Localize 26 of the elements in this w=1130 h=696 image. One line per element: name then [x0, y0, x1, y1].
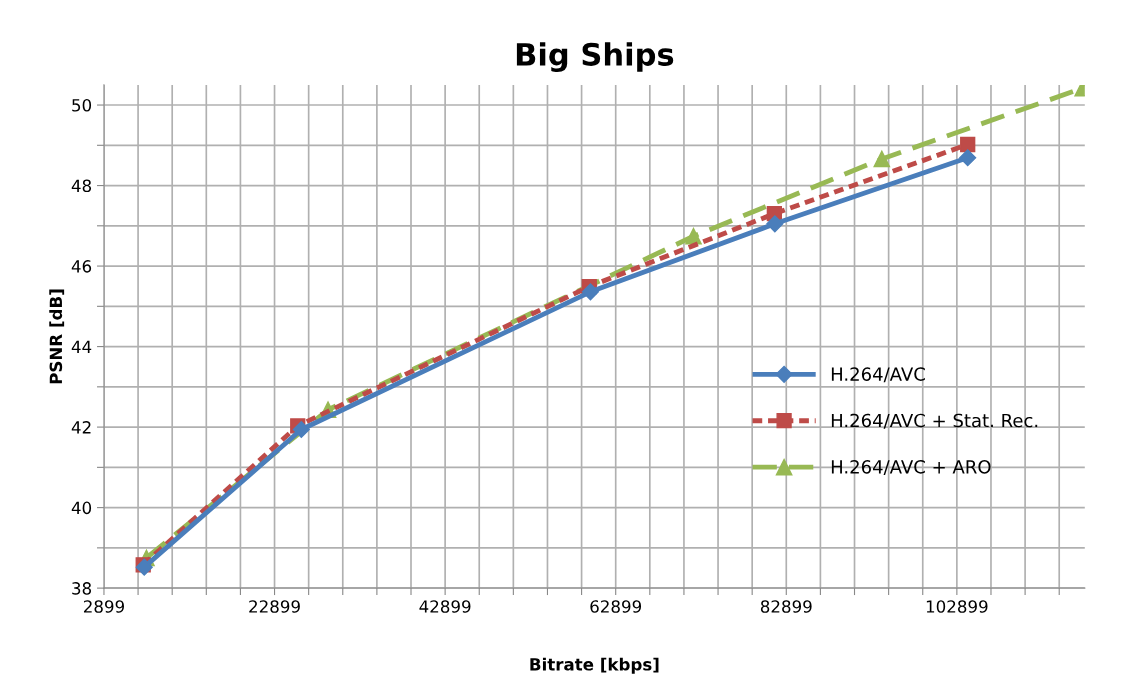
- y-tick-label: 38: [72, 582, 92, 595]
- point: [960, 136, 976, 153]
- x-axis-title: Bitrate [kbps]: [530, 657, 659, 674]
- x-tick-label: 82899: [760, 600, 812, 613]
- y-axis-title: PSNR [dB]: [49, 289, 65, 384]
- point: [292, 420, 310, 439]
- y-tick-label: 42: [71, 421, 91, 434]
- x-tick-label: 22899: [249, 600, 300, 613]
- x-tick-label: 42899: [419, 600, 471, 613]
- y-tick-label: 46: [71, 260, 92, 273]
- y-tick-label: 50: [72, 99, 92, 112]
- legend-label: H.264/AVC: [831, 367, 925, 383]
- y-tick-label: 44: [71, 340, 92, 353]
- point: [766, 215, 784, 233]
- point: [685, 227, 702, 245]
- point: [581, 283, 600, 301]
- point: [873, 150, 891, 168]
- x-tick-label: 2899: [83, 600, 124, 613]
- point: [959, 149, 977, 167]
- chart-title: Big Ships: [516, 42, 674, 73]
- y-tick-label: 40: [71, 501, 92, 515]
- y-tick-label: 48: [71, 179, 92, 193]
- x-tick-label: 62899: [590, 600, 642, 613]
- legend-label: H.264/AVC + Stat. Rec.: [831, 413, 1038, 429]
- x-tick-label: 102899: [926, 600, 988, 613]
- legend-label: H.264/AVC + ARO: [831, 460, 991, 476]
